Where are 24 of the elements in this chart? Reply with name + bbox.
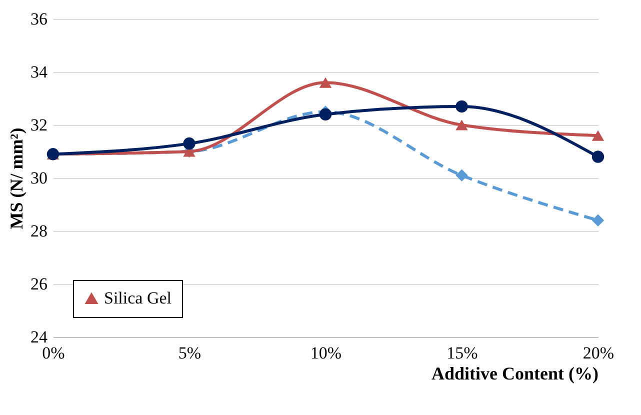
x-tick-label: 20% [582,344,614,362]
point [592,130,604,141]
y-tick-label: 26 [30,274,48,294]
point [319,77,332,88]
point [456,169,468,182]
y-tick-label: 32 [30,116,48,134]
y-tick-label: 30 [30,168,48,188]
x-tick-label: 0% [42,344,65,362]
x-tick-label: 10% [310,344,342,362]
x-tick-label: 15% [446,344,478,362]
y-tick-label: 24 [30,328,48,346]
x-axis-title: Additive Content (%) [432,364,598,384]
x-tick-label: 5% [178,344,202,362]
point [592,214,604,227]
point [456,100,468,113]
y-axis-title: MS (N/ mm²) [6,128,26,230]
legend-label: Silica Gel [104,288,172,308]
y-tick-label: 36 [30,10,48,28]
point [183,137,196,150]
y-tick-label: 28 [30,222,48,240]
point [592,150,604,163]
point [456,120,468,130]
y-tick-label: 34 [30,62,48,82]
point [319,108,332,121]
